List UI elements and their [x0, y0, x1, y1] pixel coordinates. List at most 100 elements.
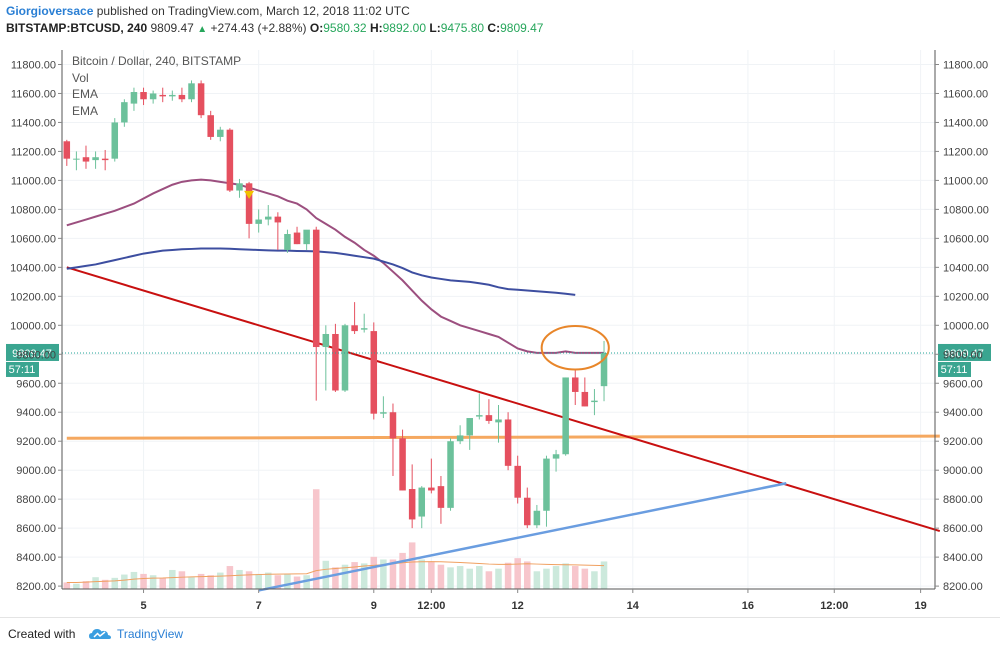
candle-down: [159, 94, 166, 97]
volume-bar: [284, 573, 291, 589]
volume-bar: [332, 567, 339, 589]
volume-bar: [92, 577, 99, 589]
volume-bar: [476, 566, 483, 589]
candle-down: [428, 487, 435, 491]
candle-up: [543, 458, 550, 511]
volume-bar: [456, 566, 464, 589]
y-tick-label-right: 10400.00: [943, 262, 989, 274]
volume-bars: [63, 489, 608, 589]
volume-bar: [236, 569, 243, 589]
ohlc-line: BITSTAMP:BTCUSD, 240 9809.47 ▲ +274.43 (…: [6, 21, 543, 35]
x-tick-label: 9: [371, 600, 377, 612]
volume-bar: [562, 563, 569, 589]
legend-ema-1: EMA: [72, 87, 98, 101]
volume-bar: [245, 571, 253, 589]
volume-ma-line: [66, 561, 605, 583]
candle-down: [332, 333, 339, 391]
y-tick-label-right: 11000.00: [943, 175, 988, 187]
volume-bar: [504, 562, 512, 589]
y-tick-label-right: 8800.00: [943, 494, 983, 506]
y-tick-label-right: 9400.00: [943, 407, 983, 419]
y-tick-label-left: 11200.00: [11, 146, 56, 158]
author-name[interactable]: Giorgioversace: [6, 4, 94, 18]
volume-bar: [130, 571, 138, 589]
open-value: 9580.32: [323, 21, 367, 35]
y-tick-label-right: 10800.00: [943, 204, 989, 216]
candle-down: [437, 486, 445, 508]
y-tick-label-right: 9000.00: [943, 465, 983, 477]
volume-bar: [360, 563, 368, 589]
y-tick-label-right: 11600.00: [943, 88, 988, 100]
y-tick-label-right: 11800.00: [943, 59, 988, 71]
price-chart[interactable]: 9809.47 57:11 9809.47 57:11 8200.00 8200.00 8…: [0, 44, 1000, 617]
y-tick-label-left: 11400.00: [11, 117, 56, 129]
volume-bar: [380, 559, 387, 589]
volume-bar: [447, 567, 454, 589]
y-tick-label-left: 10400.00: [10, 262, 56, 274]
volume-bar: [533, 571, 541, 589]
volume-bar: [600, 561, 608, 589]
candle-up: [169, 94, 176, 97]
candle-up: [149, 93, 157, 100]
last-price: 9809.47: [150, 21, 194, 35]
y-tick-label-right: 10600.00: [943, 233, 989, 245]
chart-header: Giorgioversace published on TradingView.…: [0, 0, 1000, 44]
price-change: +274.43 (+2.88%): [210, 21, 307, 35]
candle-down: [571, 377, 579, 392]
candle-up: [591, 400, 598, 403]
candle-down: [226, 129, 234, 191]
y-tick-label-left: 9200.00: [16, 436, 56, 448]
volume-bar: [178, 571, 186, 589]
candle-up: [188, 83, 195, 100]
candle-up: [111, 122, 119, 159]
candle-up: [92, 157, 99, 161]
price-label-box-left: [6, 343, 59, 361]
candle-down: [82, 157, 90, 162]
candle-up: [418, 487, 426, 517]
candle-up: [217, 129, 224, 137]
y-tick-label-right: 11200.00: [943, 146, 988, 158]
candle-up: [552, 454, 560, 459]
volume-bar: [73, 583, 80, 589]
volume-bar: [226, 566, 234, 589]
low-label: L:: [429, 21, 441, 35]
volume-bar: [408, 542, 416, 589]
y-tick-label-left: 11600.00: [11, 88, 56, 100]
volume-bar: [466, 568, 473, 589]
tradingview-link[interactable]: TradingView: [117, 627, 184, 641]
candle-down: [351, 325, 358, 332]
symbol-label: BITSTAMP:BTCUSD, 240: [6, 21, 148, 35]
volume-bar: [159, 577, 166, 589]
x-tick-label: 14: [627, 600, 640, 612]
candle-up: [255, 219, 262, 224]
volume-bar: [140, 573, 147, 589]
volume-bar: [217, 572, 224, 589]
candle-up: [284, 234, 291, 250]
high-value: 9892.00: [382, 21, 427, 35]
volume-bar: [591, 571, 598, 589]
y-tick-label-left: 10200.00: [10, 291, 56, 303]
candle-down: [312, 229, 320, 348]
volume-bar: [121, 574, 128, 589]
countdown-box-right: [938, 361, 971, 377]
price-label-box-right: [938, 343, 991, 361]
candle-down: [524, 497, 531, 526]
tradingview-logo-icon: [89, 629, 111, 639]
volume-bar: [514, 558, 521, 589]
volume-bar: [552, 566, 560, 589]
close-value: 9809.47: [500, 21, 544, 35]
y-tick-label-left: 9400.00: [16, 407, 56, 419]
volume-bar: [207, 575, 214, 589]
highlight-circle: [540, 325, 610, 371]
y-tick-label-right: 9600.00: [943, 378, 983, 390]
candle-up: [322, 333, 330, 348]
x-tick-label: 12:00: [417, 600, 445, 612]
y-tick-label-left: 10000.00: [10, 320, 56, 332]
candle-up: [495, 419, 502, 423]
high-label: H:: [369, 21, 383, 35]
x-tick-label: 19: [914, 600, 926, 612]
y-tick-label-left: 8600.00: [16, 523, 56, 535]
candle-down: [581, 391, 589, 407]
ema-fast-line: [66, 178, 605, 354]
